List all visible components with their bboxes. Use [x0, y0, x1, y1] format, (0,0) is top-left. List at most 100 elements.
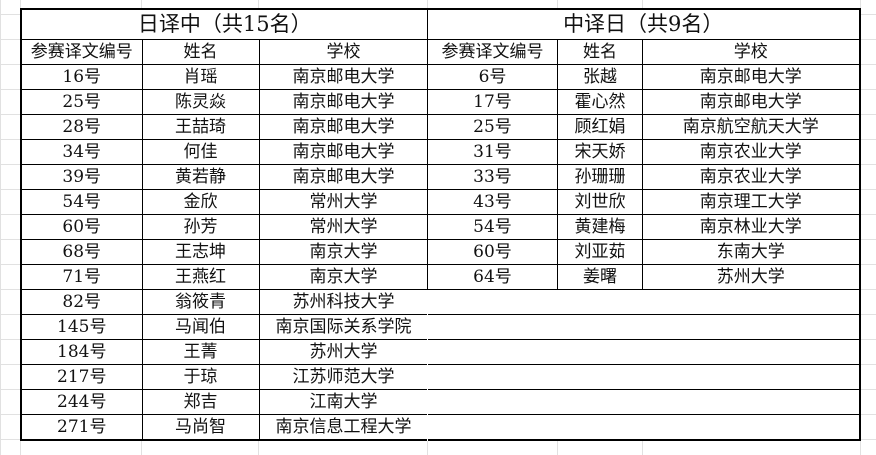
entry-number-cell[interactable]: 244号: [20, 389, 143, 415]
school-cell[interactable]: 苏州科技大学: [258, 289, 429, 315]
table-row: 145号 马闻伯 南京国际关系学院: [20, 314, 429, 340]
header-school[interactable]: 学校: [642, 39, 860, 65]
school-cell[interactable]: [642, 339, 860, 365]
school-cell[interactable]: 南京大学: [258, 264, 429, 290]
name-cell[interactable]: 刘亚茹: [557, 239, 643, 265]
name-cell[interactable]: 姜曙: [557, 264, 643, 290]
entry-number-cell[interactable]: 28号: [20, 114, 143, 140]
entry-number-cell[interactable]: [427, 364, 558, 390]
entry-number-cell[interactable]: 145号: [20, 314, 143, 340]
school-cell[interactable]: 南京大学: [258, 239, 429, 265]
entry-number-cell[interactable]: 17号: [427, 89, 558, 115]
school-cell[interactable]: 常州大学: [258, 189, 429, 215]
name-cell[interactable]: 王燕红: [141, 264, 260, 290]
name-cell[interactable]: 王喆琦: [141, 114, 260, 140]
name-cell[interactable]: 郑吉: [141, 389, 260, 415]
entry-number-cell[interactable]: [427, 289, 558, 315]
name-cell[interactable]: [557, 414, 643, 440]
school-cell[interactable]: [642, 364, 860, 390]
school-cell[interactable]: 南京信息工程大学: [258, 414, 429, 441]
school-cell[interactable]: 南京航空航天大学: [642, 114, 860, 140]
entry-number-cell[interactable]: 60号: [20, 214, 143, 240]
name-cell[interactable]: [557, 314, 643, 340]
header-entry-number[interactable]: 参赛译文编号: [20, 39, 143, 65]
school-cell[interactable]: 南京农业大学: [642, 139, 860, 165]
entry-number-cell[interactable]: 43号: [427, 189, 558, 215]
entry-number-cell[interactable]: 34号: [20, 139, 143, 165]
entry-number-cell[interactable]: 217号: [20, 364, 143, 390]
school-cell[interactable]: [642, 289, 860, 315]
entry-number-cell[interactable]: [427, 339, 558, 365]
table-row: 31号 宋天娇 南京农业大学: [427, 139, 860, 165]
school-cell[interactable]: 江南大学: [258, 389, 429, 415]
entry-number-cell[interactable]: 39号: [20, 164, 143, 190]
school-cell[interactable]: 南京农业大学: [642, 164, 860, 190]
name-cell[interactable]: 王志坤: [141, 239, 260, 265]
name-cell[interactable]: 王菁: [141, 339, 260, 365]
school-cell[interactable]: 南京邮电大学: [258, 64, 429, 90]
school-cell[interactable]: 南京邮电大学: [258, 114, 429, 140]
name-cell[interactable]: 肖瑶: [141, 64, 260, 90]
entry-number-cell[interactable]: 33号: [427, 164, 558, 190]
header-name[interactable]: 姓名: [557, 39, 643, 65]
header-entry-number[interactable]: 参赛译文编号: [427, 39, 558, 65]
name-cell[interactable]: [557, 339, 643, 365]
entry-number-cell[interactable]: 68号: [20, 239, 143, 265]
name-cell[interactable]: [557, 389, 643, 415]
name-cell[interactable]: 孙珊珊: [557, 164, 643, 190]
header-school[interactable]: 学校: [258, 39, 429, 65]
name-cell[interactable]: 张越: [557, 64, 643, 90]
entry-number-cell[interactable]: 82号: [20, 289, 143, 315]
school-cell[interactable]: 苏州大学: [258, 339, 429, 365]
name-cell[interactable]: 宋天娇: [557, 139, 643, 165]
entry-number-cell[interactable]: 25号: [427, 114, 558, 140]
name-cell[interactable]: [557, 364, 643, 390]
name-cell[interactable]: 顾红娟: [557, 114, 643, 140]
entry-number-cell[interactable]: 271号: [20, 414, 143, 441]
entry-number-cell[interactable]: 6号: [427, 64, 558, 90]
school-cell[interactable]: 东南大学: [642, 239, 860, 265]
school-cell[interactable]: 江苏师范大学: [258, 364, 429, 390]
table-title[interactable]: 中译日（共9名）: [427, 8, 860, 40]
entry-number-cell[interactable]: [427, 389, 558, 415]
entry-number-cell[interactable]: 60号: [427, 239, 558, 265]
school-cell[interactable]: 苏州大学: [642, 264, 860, 290]
entry-number-cell[interactable]: 16号: [20, 64, 143, 90]
name-cell[interactable]: 马尚智: [141, 414, 260, 441]
entry-number-cell[interactable]: 54号: [20, 189, 143, 215]
entry-number-cell[interactable]: 64号: [427, 264, 558, 290]
name-cell[interactable]: 霍心然: [557, 89, 643, 115]
school-cell[interactable]: 南京邮电大学: [258, 164, 429, 190]
header-name[interactable]: 姓名: [141, 39, 260, 65]
school-cell[interactable]: [642, 389, 860, 415]
name-cell[interactable]: 黄建梅: [557, 214, 643, 240]
entry-number-cell[interactable]: 184号: [20, 339, 143, 365]
entry-number-cell[interactable]: 71号: [20, 264, 143, 290]
name-cell[interactable]: 翁筱青: [141, 289, 260, 315]
school-cell[interactable]: 南京邮电大学: [642, 89, 860, 115]
name-cell[interactable]: 黄若静: [141, 164, 260, 190]
name-cell[interactable]: [557, 289, 643, 315]
name-cell[interactable]: 何佳: [141, 139, 260, 165]
school-cell[interactable]: [642, 314, 860, 340]
name-cell[interactable]: 刘世欣: [557, 189, 643, 215]
school-cell[interactable]: [642, 414, 860, 440]
table-title[interactable]: 日译中（共15名）: [20, 8, 429, 40]
school-cell[interactable]: 南京林业大学: [642, 214, 860, 240]
name-cell[interactable]: 马闻伯: [141, 314, 260, 340]
entry-number-cell[interactable]: [427, 414, 558, 440]
school-cell[interactable]: 南京理工大学: [642, 189, 860, 215]
school-cell[interactable]: 南京邮电大学: [642, 64, 860, 90]
name-cell[interactable]: 陈灵焱: [141, 89, 260, 115]
school-cell[interactable]: 南京邮电大学: [258, 139, 429, 165]
name-cell[interactable]: 金欣: [141, 189, 260, 215]
entry-number-cell[interactable]: 25号: [20, 89, 143, 115]
entry-number-cell[interactable]: 54号: [427, 214, 558, 240]
school-cell[interactable]: 南京邮电大学: [258, 89, 429, 115]
entry-number-cell[interactable]: 31号: [427, 139, 558, 165]
name-cell[interactable]: 于琼: [141, 364, 260, 390]
entry-number-cell[interactable]: [427, 314, 558, 340]
school-cell[interactable]: 南京国际关系学院: [258, 314, 429, 340]
name-cell[interactable]: 孙芳: [141, 214, 260, 240]
school-cell[interactable]: 常州大学: [258, 214, 429, 240]
